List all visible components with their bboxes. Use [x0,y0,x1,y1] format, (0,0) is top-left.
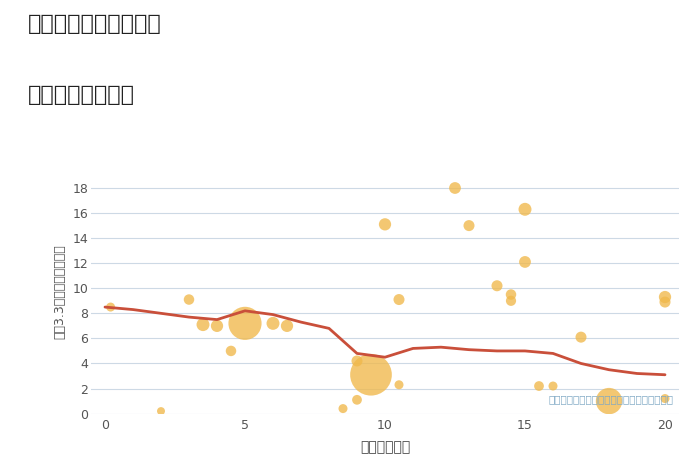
Point [351,396,363,404]
Point [183,296,195,303]
Point [225,347,237,355]
Point [105,303,116,311]
Point [533,382,545,390]
Point [547,382,559,390]
Text: 駅距離別土地価格: 駅距離別土地価格 [28,85,135,105]
Text: 三重県伊賀市下川原の: 三重県伊賀市下川原の [28,14,162,34]
Point [659,293,671,301]
Point [365,371,377,378]
Point [505,291,517,298]
Point [575,333,587,341]
Point [155,407,167,415]
Point [211,322,223,329]
Point [267,320,279,327]
Point [659,298,671,306]
Point [239,320,251,327]
Point [393,381,405,389]
Point [519,258,531,266]
Point [393,296,405,303]
Point [463,222,475,229]
Point [337,405,349,412]
Point [281,322,293,329]
Point [659,395,671,402]
Point [603,397,615,405]
Point [379,220,391,228]
X-axis label: 駅距離（分）: 駅距離（分） [360,440,410,454]
Point [197,321,209,329]
Point [351,357,363,365]
Y-axis label: 坪（3.3㎡）単価（万円）: 坪（3.3㎡）単価（万円） [54,244,66,339]
Text: 円の大きさは、取引のあった物件面積を示す: 円の大きさは、取引のあった物件面積を示す [548,394,673,404]
Point [519,205,531,213]
Point [449,184,461,192]
Point [505,297,517,305]
Point [491,282,503,290]
